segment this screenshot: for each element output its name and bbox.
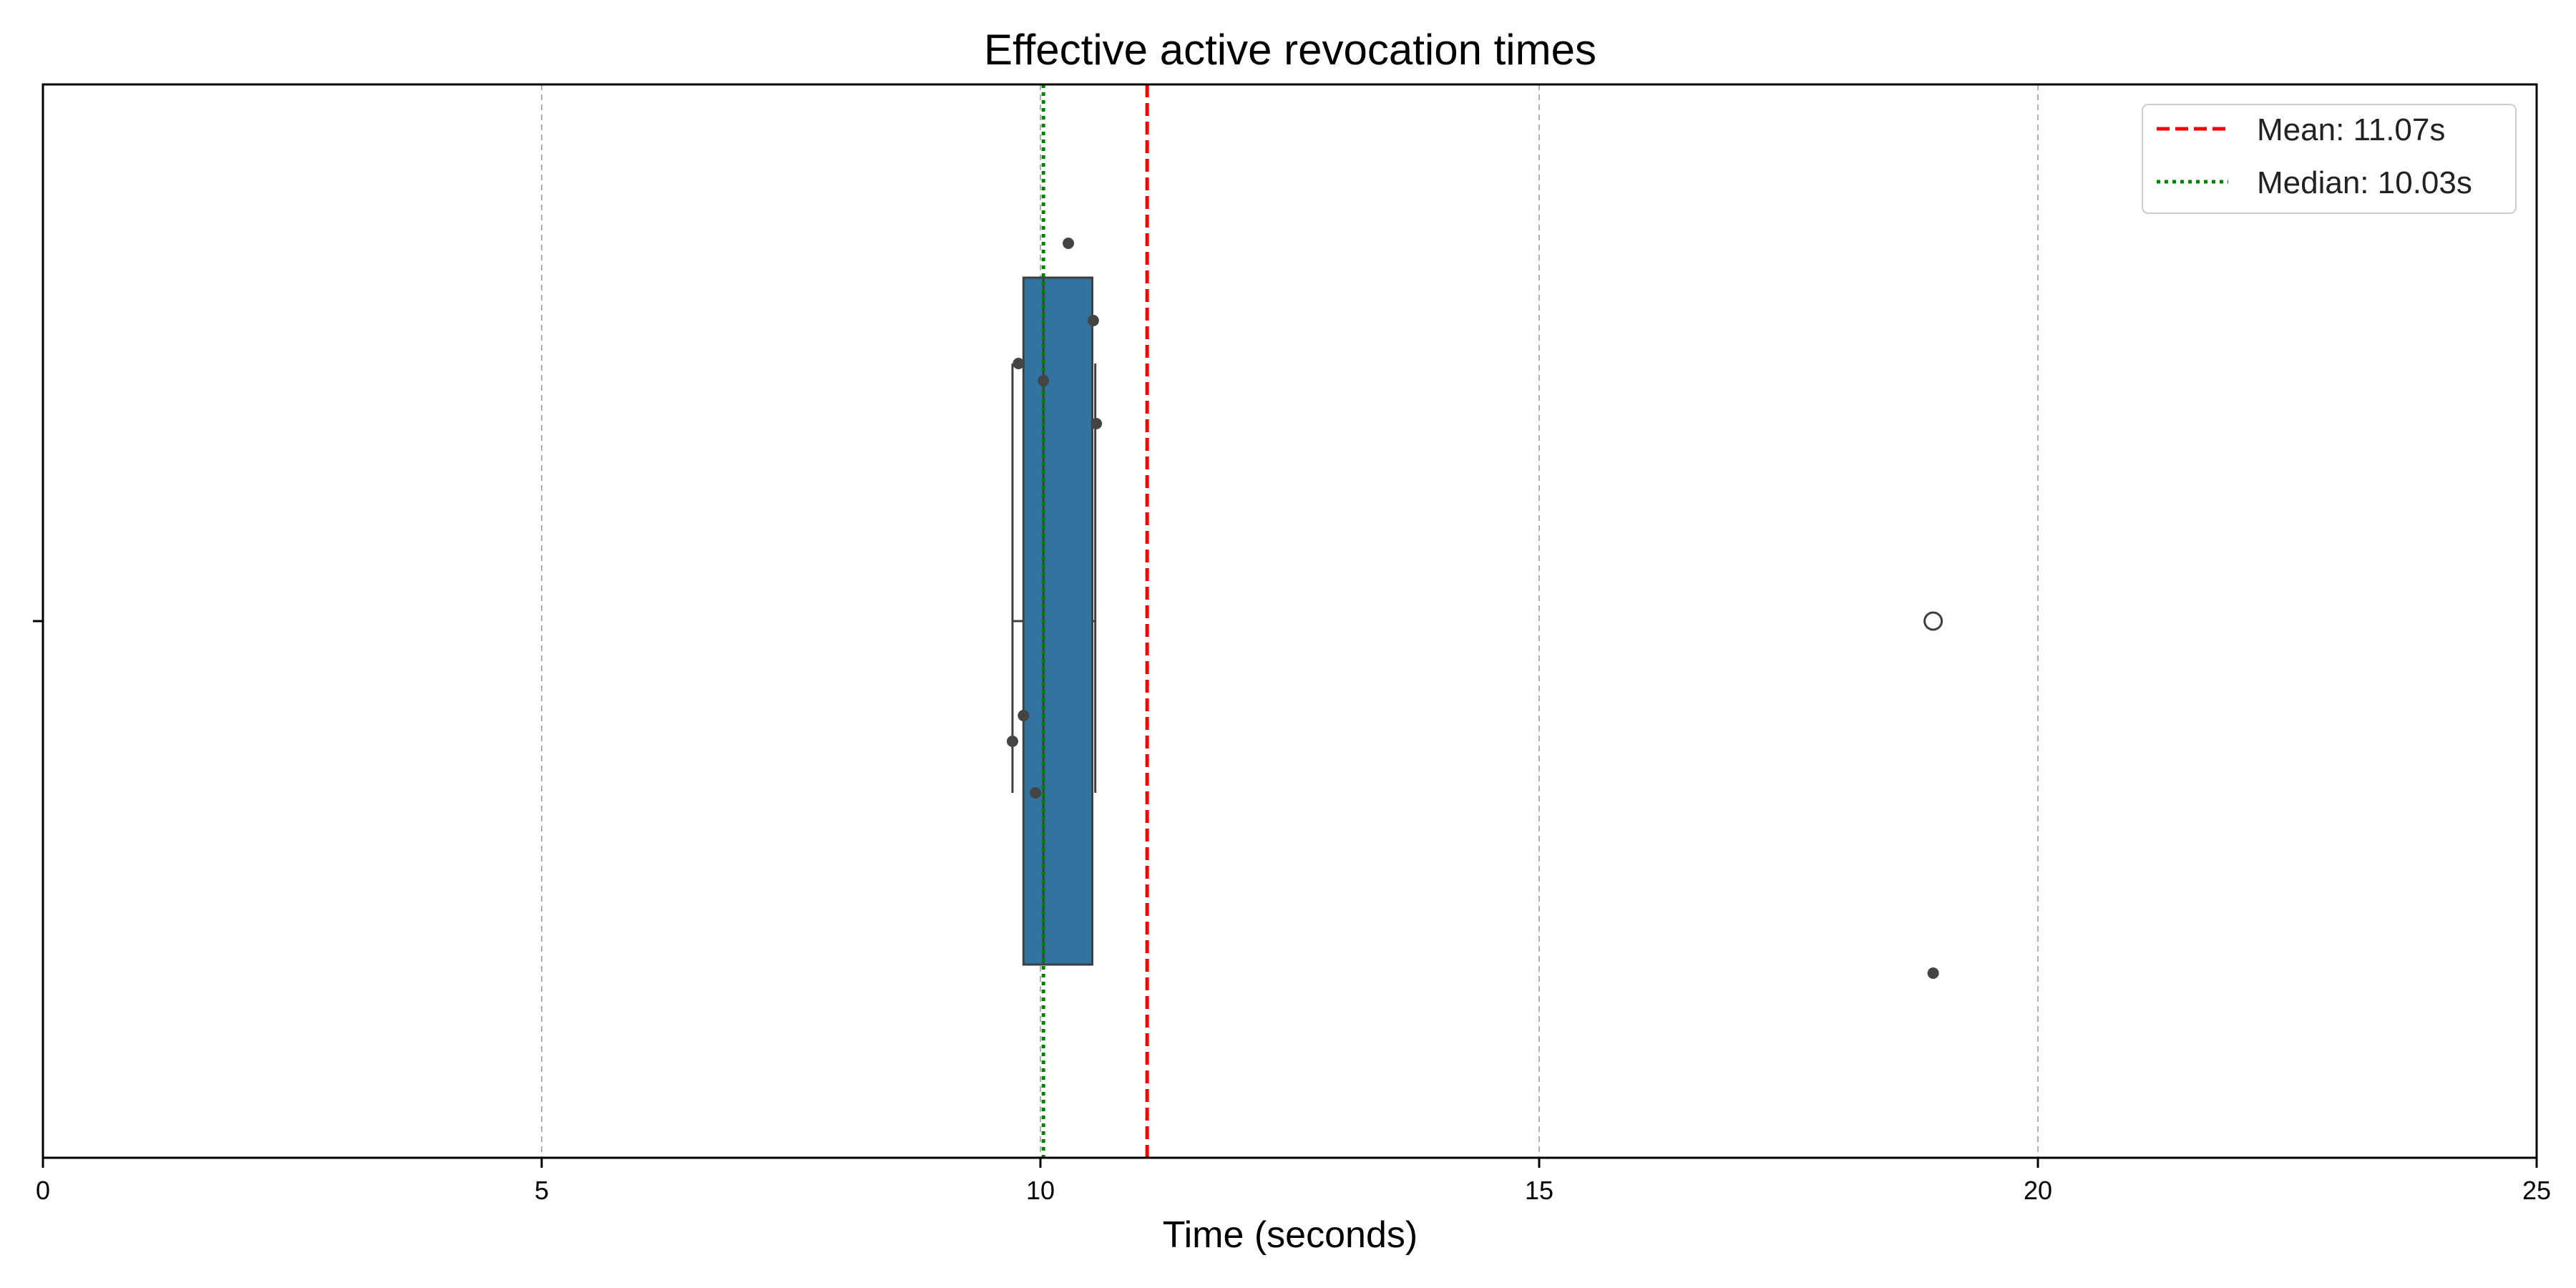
data-point	[1018, 710, 1030, 721]
x-tick-label: 0	[36, 1176, 50, 1205]
reference-lines	[1041, 84, 1149, 1158]
data-point	[1091, 418, 1103, 429]
x-tick-label: 20	[2024, 1176, 2052, 1205]
x-tick-label: 15	[1525, 1176, 1553, 1205]
chart-title: Effective active revocation times	[984, 26, 1596, 74]
data-point	[1013, 358, 1025, 369]
data-point	[1087, 315, 1099, 326]
data-point	[1927, 967, 1939, 979]
data-point	[1038, 375, 1050, 386]
x-tick-label: 5	[535, 1176, 549, 1205]
legend-box	[2142, 104, 2517, 214]
outlier-marker	[1923, 611, 1943, 631]
legend-median-label: Median: 10.03s	[2257, 165, 2472, 200]
iqr-box	[1022, 276, 1093, 966]
data-point	[1030, 787, 1042, 799]
data-point	[1006, 736, 1018, 747]
x-axis: 0 5 10 15 20 25	[36, 1158, 2551, 1205]
legend: Mean: 11.07s Median: 10.03s	[2142, 104, 2517, 214]
legend-mean-label: Mean: 11.07s	[2257, 112, 2445, 147]
data-points	[1006, 238, 1939, 979]
x-tick-label: 25	[2522, 1176, 2551, 1205]
x-axis-label: Time (seconds)	[1163, 1214, 1418, 1256]
x-tick-label: 10	[1026, 1176, 1055, 1205]
data-point	[1063, 238, 1075, 249]
box-plot	[1011, 276, 1943, 966]
